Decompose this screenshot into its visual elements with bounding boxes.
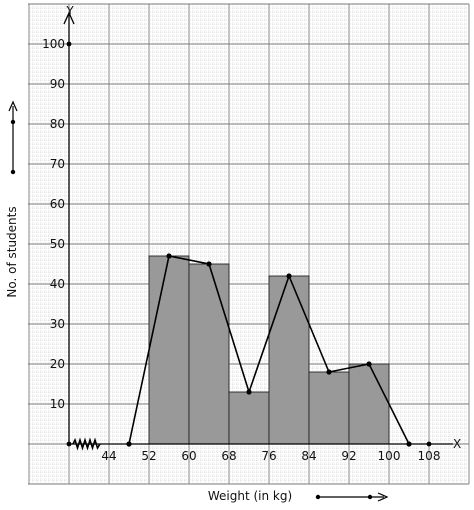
y-tick-label: 80 xyxy=(50,117,65,131)
polygon-point xyxy=(206,261,212,267)
tick-labels: 10 20 30 40 50 60 70 80 90 100 44 52 60 68 76 84 92 100 10… xyxy=(42,37,440,463)
y-direction-arrow-icon xyxy=(8,100,18,175)
y-tick-label: 30 xyxy=(50,317,65,331)
x-end-point xyxy=(426,441,432,447)
x-tick-label: 100 xyxy=(378,449,401,463)
x-tick-label: 108 xyxy=(418,449,441,463)
axis-break-zigzag xyxy=(72,437,101,451)
y-tick-label: 90 xyxy=(50,77,65,91)
x-direction-arrow-icon xyxy=(315,492,389,502)
grid xyxy=(28,3,470,485)
axes xyxy=(63,11,453,451)
y-tick-label: 60 xyxy=(50,197,65,211)
polygon-point xyxy=(406,441,412,447)
x-axis-letter: X xyxy=(453,437,461,451)
y-tick-label: 40 xyxy=(50,277,65,291)
histogram-bar xyxy=(188,263,230,445)
frequency-polygon xyxy=(126,253,412,447)
y-tick-label: 50 xyxy=(50,237,65,251)
histogram-bar xyxy=(308,371,350,445)
y-axis-arrowhead xyxy=(63,11,75,25)
x-tick-label: 84 xyxy=(301,449,316,463)
x-tick-label: 76 xyxy=(261,449,276,463)
y-axis-letter: Y xyxy=(65,4,74,18)
histogram-bars xyxy=(148,255,390,445)
y-max-point xyxy=(66,41,72,47)
x-tick-label: 68 xyxy=(221,449,236,463)
y-tick-label: 10 xyxy=(50,397,65,411)
y-tick-label: 20 xyxy=(50,357,65,371)
polygon-point xyxy=(166,253,172,259)
polygon-point xyxy=(126,441,132,447)
origin-point xyxy=(66,441,72,447)
polygon-line xyxy=(128,255,410,445)
x-tick-label: 92 xyxy=(341,449,356,463)
x-tick-label: 44 xyxy=(101,449,116,463)
x-tick-label: 60 xyxy=(181,449,196,463)
histogram-bar xyxy=(348,363,390,445)
polygon-point xyxy=(246,389,252,395)
y-tick-label: 70 xyxy=(50,157,65,171)
y-axis-title: No. of students xyxy=(5,206,19,297)
polygon-point xyxy=(366,361,372,367)
x-tick-label: 52 xyxy=(141,449,156,463)
x-axis-title: Weight (in kg) xyxy=(208,489,292,503)
histogram-bar xyxy=(148,255,190,445)
polygon-point xyxy=(326,369,332,375)
histogram-bar xyxy=(268,275,310,445)
y-tick-label: 100 xyxy=(42,37,65,51)
histogram-bar xyxy=(228,391,270,445)
polygon-point xyxy=(286,273,292,279)
